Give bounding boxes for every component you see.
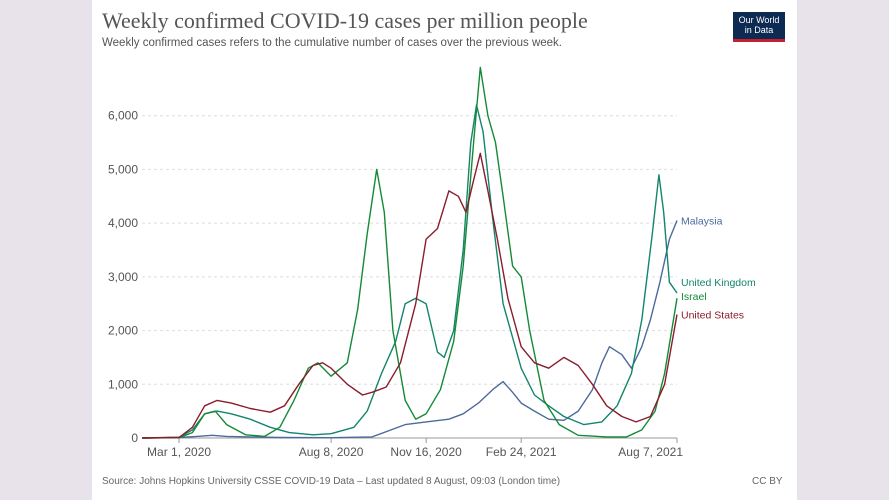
- series-label-united-kingdom[interactable]: United Kingdom: [681, 277, 756, 289]
- x-tick-label: Aug 8, 2020: [299, 445, 364, 459]
- y-tick-label: 1,000: [108, 377, 138, 391]
- y-tick-label: 5,000: [108, 162, 138, 176]
- x-axis: Mar 1, 2020 Aug 8, 2020 Nov 16, 2020 Feb 24…: [147, 438, 683, 459]
- series-label-malaysia[interactable]: Malaysia: [681, 215, 723, 227]
- x-tick-label: Nov 16, 2020: [390, 445, 462, 459]
- chart-title: Weekly confirmed COVID-19 cases per mill…: [102, 8, 588, 33]
- license-link[interactable]: CC BY: [752, 476, 783, 487]
- y-tick-label: 4,000: [108, 216, 138, 230]
- series-line-israel[interactable]: [141, 66, 678, 439]
- series-label-israel[interactable]: Israel: [681, 291, 707, 303]
- gridlines: [142, 115, 677, 439]
- y-tick-label: 3,000: [108, 270, 138, 284]
- line-chart: 0 1,000 2,000 3,000 4,000 5,000 6,000 Mar 1, 2…: [108, 66, 756, 459]
- logo-line-2: in Data: [744, 25, 774, 35]
- y-tick-label: 0: [131, 431, 138, 445]
- series-label-united-states[interactable]: United States: [681, 309, 744, 321]
- y-axis: 0 1,000 2,000 3,000 4,000 5,000 6,000: [108, 109, 138, 445]
- x-tick-label: Feb 24, 2021: [486, 445, 557, 459]
- series-line-malaysia[interactable]: [141, 220, 678, 439]
- logo-line-1: Our World: [738, 15, 780, 25]
- x-tick-label: Mar 1, 2020: [147, 445, 211, 459]
- series-lines: [141, 66, 678, 439]
- source-note: Source: Johns Hopkins University CSSE CO…: [102, 476, 561, 487]
- y-tick-label: 2,000: [108, 324, 138, 338]
- chart-card: Weekly confirmed COVID-19 cases per mill…: [92, 0, 797, 500]
- owid-logo[interactable]: Our World in Data: [733, 12, 785, 42]
- x-tick-label: Aug 7, 2021: [618, 445, 683, 459]
- series-line-united-kingdom[interactable]: [141, 104, 678, 439]
- series-line-united-states[interactable]: [141, 152, 678, 439]
- y-tick-label: 6,000: [108, 109, 138, 123]
- series-labels: Malaysia United Kingdom Israel United State…: [681, 215, 756, 321]
- chart-subtitle: Weekly confirmed cases refers to the cum…: [102, 37, 562, 49]
